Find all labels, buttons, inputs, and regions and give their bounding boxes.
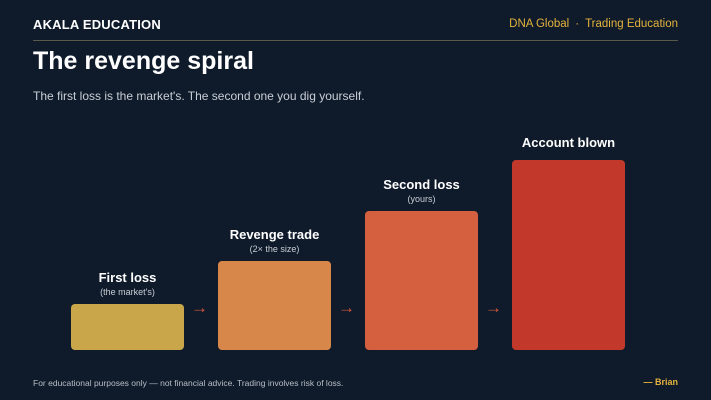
step-sublabel: (2× the size) bbox=[249, 244, 300, 254]
step-block bbox=[218, 261, 331, 350]
nav-item-dna-global[interactable]: DNA Global bbox=[509, 18, 570, 30]
step-revenge-trade: Revenge trade (2× the size) bbox=[218, 227, 331, 350]
step-label: Second loss bbox=[383, 177, 460, 192]
arrow-right-icon: → bbox=[485, 298, 502, 317]
arrow-right-icon: → bbox=[338, 298, 355, 317]
page-title: The revenge spiral bbox=[33, 47, 254, 75]
step-label: First loss bbox=[98, 270, 157, 285]
step-second-loss: Second loss (yours) bbox=[365, 177, 478, 350]
nav-separator: · bbox=[575, 18, 580, 30]
step-account-blown: Account blown bbox=[512, 135, 625, 350]
disclaimer-text: For educational purposes only — not fina… bbox=[33, 378, 344, 388]
step-first-loss: First loss (the market's) bbox=[71, 270, 184, 350]
nav-item-trading-education[interactable]: Trading Education bbox=[585, 18, 678, 30]
step-sublabel: (yours) bbox=[407, 194, 436, 204]
step-label: Revenge trade bbox=[229, 227, 320, 242]
header-divider bbox=[33, 40, 678, 41]
step-sublabel: (the market's) bbox=[100, 287, 155, 297]
author-signature: — Brian bbox=[643, 377, 678, 387]
step-block bbox=[365, 211, 478, 350]
page-subtitle: The first loss is the market's. The seco… bbox=[33, 89, 365, 103]
step-block bbox=[512, 160, 625, 350]
brand-name: AKALA EDUCATION bbox=[33, 17, 161, 32]
top-nav: DNA Global · Trading Education bbox=[509, 18, 678, 30]
step-label: Account blown bbox=[521, 135, 616, 150]
arrow-right-icon: → bbox=[191, 298, 208, 317]
step-block bbox=[71, 304, 184, 350]
